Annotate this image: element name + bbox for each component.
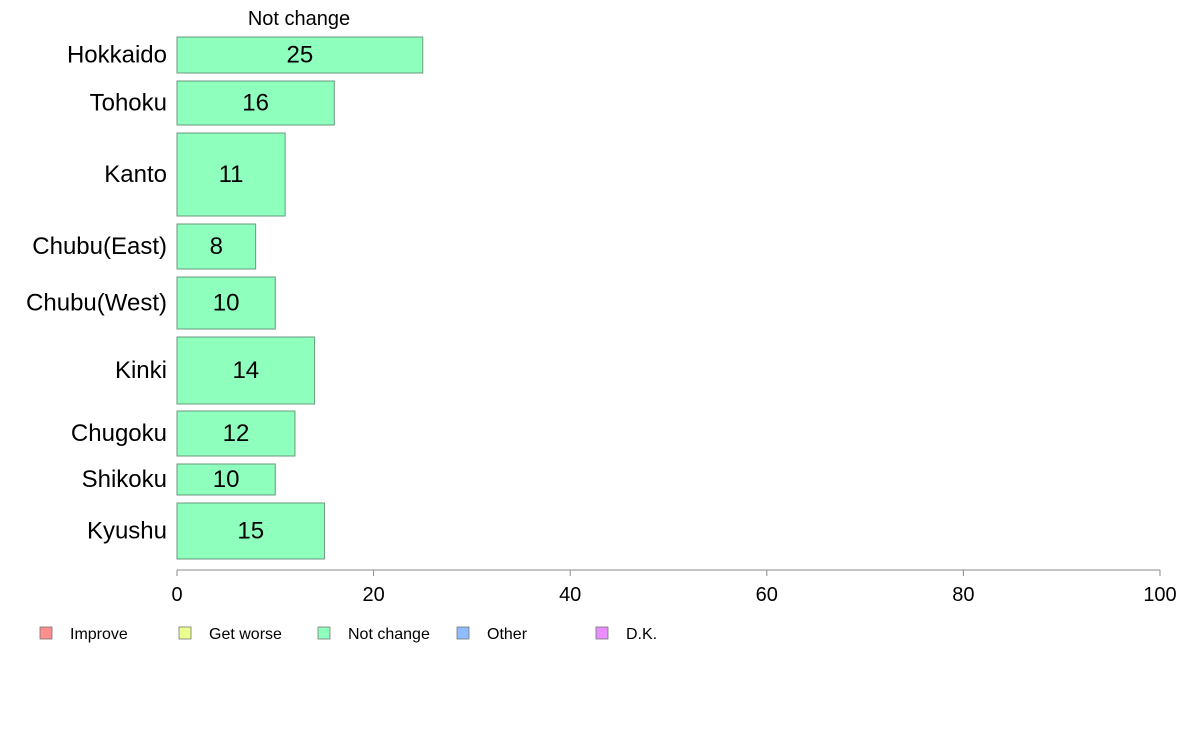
category-label: Chugoku <box>71 420 167 447</box>
legend-swatch <box>595 626 609 640</box>
data-label: 11 <box>219 161 244 188</box>
legend-swatch <box>178 626 192 640</box>
x-tick-label: 20 <box>362 584 384 606</box>
bar-Kinki <box>176 336 316 405</box>
legend-item-improve: Improve <box>39 626 128 643</box>
legend-label: Get worse <box>209 626 282 643</box>
x-axis: 0 20 40 60 80 100 <box>171 569 1177 606</box>
legend-item-d-k: D.K. <box>595 626 657 643</box>
category-label: Chubu(East) <box>32 233 167 260</box>
category-label: Chubu(West) <box>26 290 167 317</box>
bar-Shikoku <box>176 463 276 496</box>
data-label: 25 <box>287 42 314 69</box>
legend-item-not-change: Not change <box>317 626 430 643</box>
bar-Kanto <box>176 132 286 217</box>
category-label: Kinki <box>115 357 167 384</box>
bar-Chubu(West) <box>176 276 276 330</box>
bar-Hokkaido <box>176 36 424 74</box>
data-label: 12 <box>223 420 250 447</box>
category-label: Hokkaido <box>67 42 167 69</box>
legend: Improve Get worse Not change Other D.K. <box>39 626 657 643</box>
legend-label: Not change <box>348 626 430 643</box>
data-label: 16 <box>242 90 269 117</box>
legend-swatch <box>39 626 53 640</box>
x-tick-label: 40 <box>559 584 581 606</box>
data-label: 14 <box>232 357 259 384</box>
x-tick-label: 60 <box>756 584 778 606</box>
bar-Kyushu <box>176 502 325 560</box>
category-label: Tohoku <box>90 90 167 117</box>
series-title: Not change <box>248 8 350 30</box>
x-tick-label: 100 <box>1143 584 1176 606</box>
legend-label: Other <box>487 626 528 643</box>
x-tick-label: 0 <box>171 584 182 606</box>
bar-Chubu(East) <box>176 223 257 270</box>
legend-item-get-worse: Get worse <box>178 626 282 643</box>
data-label: 15 <box>237 518 264 545</box>
legend-label: Improve <box>70 626 128 643</box>
data-label: 10 <box>213 290 240 317</box>
bars-layer: 25 16 11 8 10 14 12 10 15 <box>176 36 424 560</box>
legend-swatch <box>456 626 470 640</box>
legend-item-other: Other <box>456 626 528 643</box>
category-label: Shikoku <box>82 466 167 493</box>
legend-swatch <box>317 626 331 640</box>
bar-Chugoku <box>176 410 296 457</box>
legend-label: D.K. <box>626 626 657 643</box>
category-label: Kanto <box>104 161 167 188</box>
x-tick-label: 80 <box>952 584 974 606</box>
category-label: Kyushu <box>87 518 167 545</box>
data-label: 10 <box>213 466 240 493</box>
category-labels: Hokkaido Tohoku Kanto Chubu(East) Chubu(West… <box>26 42 167 545</box>
data-label: 8 <box>210 233 223 260</box>
bar-Tohoku <box>176 80 335 126</box>
